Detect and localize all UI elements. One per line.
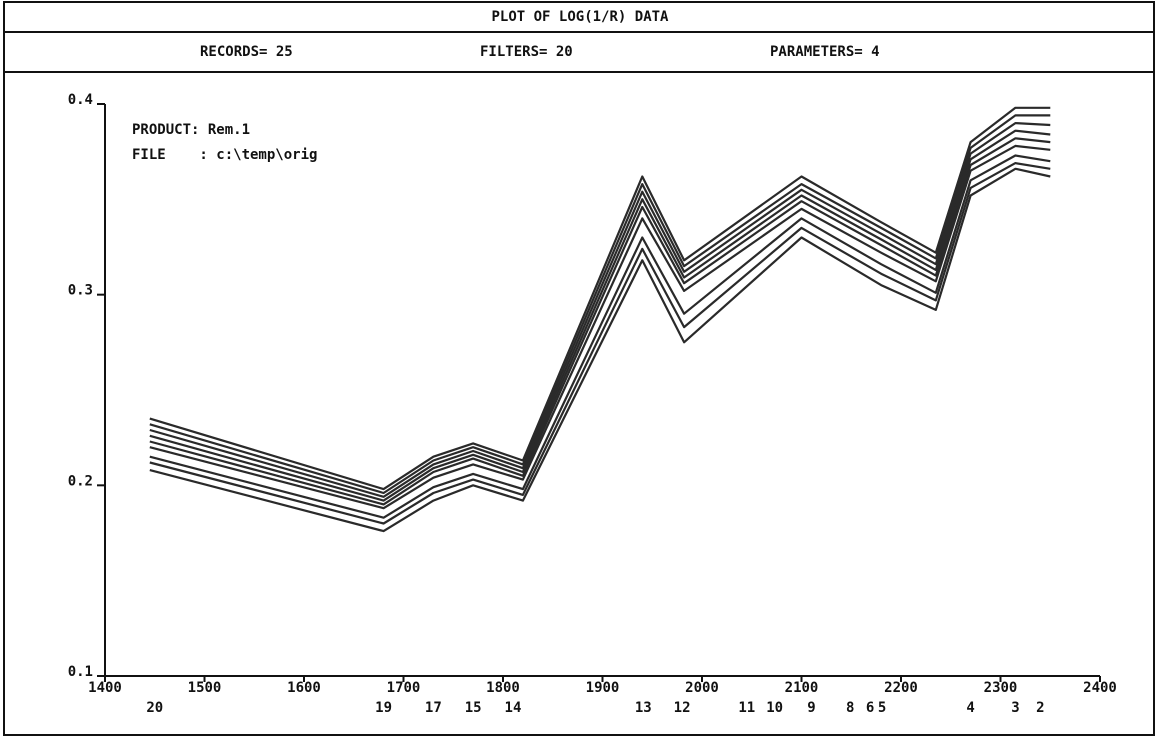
filter-label: 17 (425, 700, 442, 716)
filter-label: 8 (846, 700, 854, 716)
filter-label: 15 (465, 700, 482, 716)
y-tick-label: 0.2 (68, 473, 93, 489)
spectrum-line (150, 138, 1051, 504)
filter-label: 13 (635, 700, 652, 716)
x-tick-label: 1900 (586, 680, 620, 696)
x-tick-label: 2100 (785, 680, 819, 696)
x-tick-label: 1600 (287, 680, 321, 696)
y-tick-label: 0.3 (68, 283, 93, 299)
x-tick-label: 2300 (984, 680, 1018, 696)
x-tick-label: 2200 (884, 680, 918, 696)
filter-label: 3 (1011, 700, 1019, 716)
filter-label: 12 (674, 700, 691, 716)
header-info: FILTERS= 20 (480, 44, 573, 60)
annotation: PRODUCT: Rem.1 (132, 122, 250, 138)
x-tick-label: 1700 (387, 680, 421, 696)
x-tick-label: 1400 (88, 680, 122, 696)
y-tick-label: 0.4 (68, 92, 93, 108)
annotation: FILE : c:\temp\orig (132, 147, 317, 163)
filter-label: 6 (866, 700, 874, 716)
x-tick-label: 2400 (1083, 680, 1117, 696)
filter-label: 19 (375, 700, 392, 716)
x-tick-label: 2000 (685, 680, 719, 696)
filter-label: 11 (738, 700, 755, 716)
x-tick-label: 1500 (188, 680, 222, 696)
filter-label: 5 (878, 700, 886, 716)
filter-label: 4 (966, 700, 974, 716)
header-info: RECORDS= 25 (200, 44, 293, 60)
chart-title: PLOT OF LOG(1/R) DATA (491, 9, 669, 25)
x-tick-label: 1800 (486, 680, 520, 696)
filter-label: 14 (505, 700, 522, 716)
header-info: PARAMETERS= 4 (770, 44, 880, 60)
chart: PLOT OF LOG(1/R) DATA RECORDS= 25 FILTER… (0, 0, 1158, 739)
filter-label: 10 (766, 700, 783, 716)
filter-label: 20 (146, 700, 163, 716)
filter-label: 2 (1036, 700, 1044, 716)
spectrum-line (150, 131, 1051, 501)
filter-label: 9 (807, 700, 815, 716)
y-tick-label: 0.1 (68, 664, 93, 680)
